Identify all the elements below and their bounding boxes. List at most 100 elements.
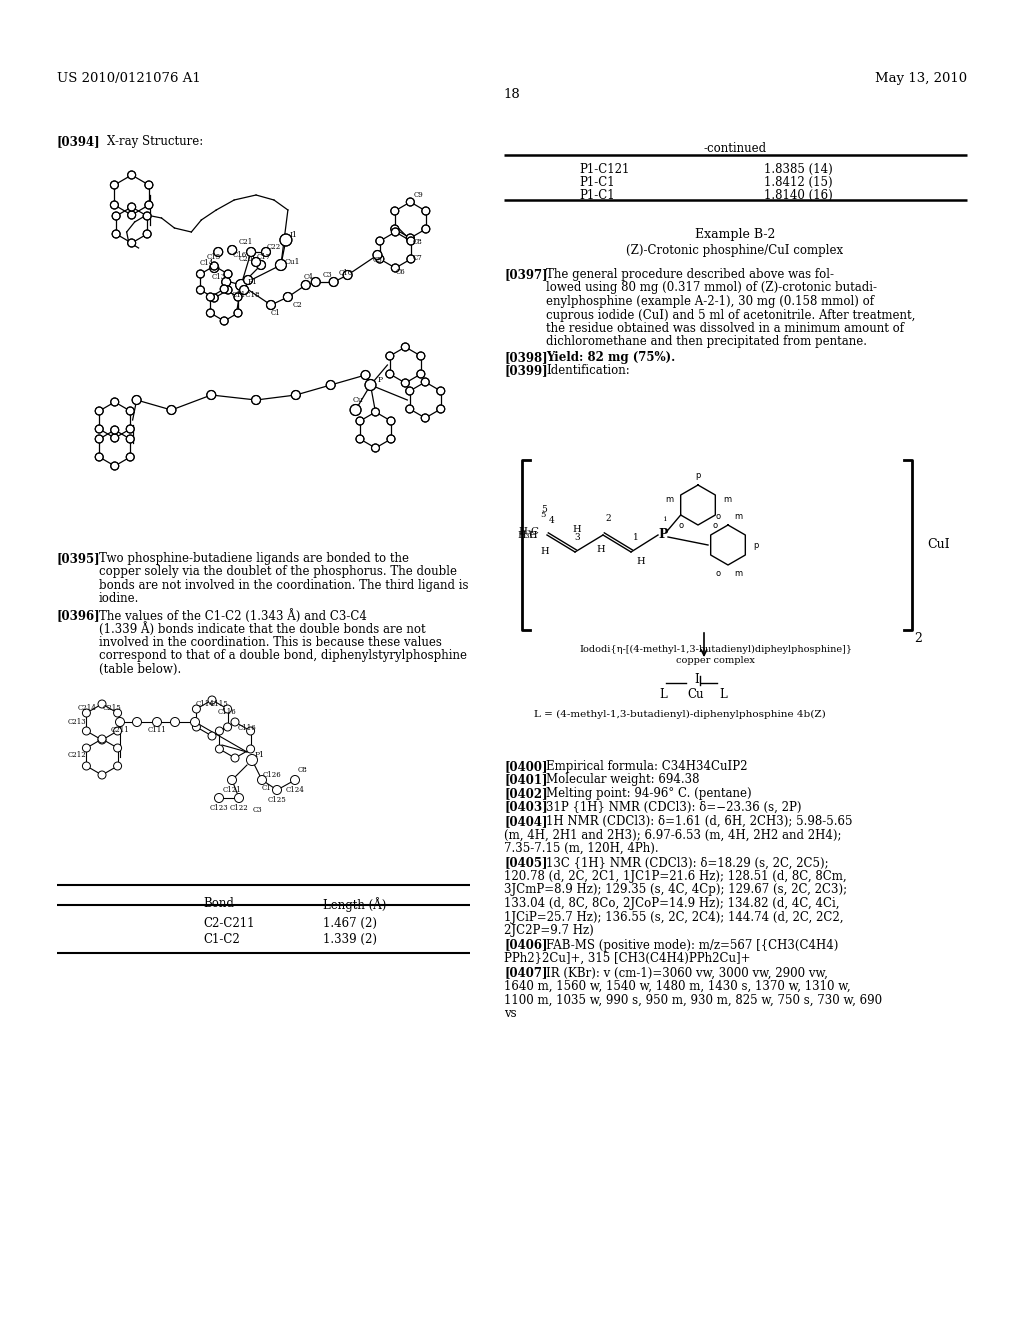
Text: I1: I1 [290,231,298,239]
Circle shape [114,727,122,735]
Circle shape [247,755,257,766]
Text: 18: 18 [504,88,520,102]
Circle shape [95,407,103,414]
Circle shape [190,718,200,726]
Circle shape [252,257,260,267]
Circle shape [145,181,153,189]
Text: involved in the coordination. This is because these values: involved in the coordination. This is be… [99,636,442,649]
Text: C15: C15 [207,253,221,261]
Circle shape [437,387,444,395]
Text: 1: 1 [633,533,639,543]
Circle shape [247,248,256,256]
Circle shape [95,436,103,444]
Text: H: H [541,546,549,556]
Circle shape [220,285,228,293]
Text: P1-C121: P1-C121 [579,162,630,176]
Text: The general procedure described above was fol-: The general procedure described above wa… [546,268,834,281]
Circle shape [261,248,270,256]
Circle shape [387,417,395,425]
Text: [0399]: [0399] [504,364,548,378]
Circle shape [223,705,231,713]
Text: P1-C1: P1-C1 [579,189,614,202]
Circle shape [82,709,90,717]
Text: P1: P1 [255,751,265,759]
Text: P: P [378,376,383,384]
Text: C211: C211 [111,726,129,734]
Circle shape [227,246,237,255]
Text: Molecular weight: 694.38: Molecular weight: 694.38 [546,774,699,787]
Text: copper complex: copper complex [676,656,755,665]
Text: H: H [597,545,605,554]
Text: 1640 m, 1560 w, 1540 w, 1480 m, 1430 s, 1370 w, 1310 w,: 1640 m, 1560 w, 1540 w, 1480 m, 1430 s, … [504,979,851,993]
Circle shape [236,280,247,290]
Circle shape [193,705,201,713]
Text: 5: 5 [540,511,546,519]
Circle shape [128,203,135,211]
Circle shape [197,271,205,279]
Text: correspond to that of a double bond, diphenylstyrylphosphine: correspond to that of a double bond, dip… [99,649,467,663]
Circle shape [329,277,338,286]
Text: C10: C10 [339,269,352,277]
Text: C214: C214 [78,704,96,711]
Text: C1: C1 [262,784,272,792]
Text: [0396]: [0396] [57,609,100,622]
Text: C2: C2 [293,301,303,309]
Text: [0402]: [0402] [504,787,548,800]
Text: dichloromethane and then precipitated from pentane.: dichloromethane and then precipitated fr… [546,335,867,348]
Circle shape [231,754,239,762]
Text: 1JCiP=25.7 Hz); 136.55 (s, 2C, 2C4); 144.74 (d, 2C, 2C2,: 1JCiP=25.7 Hz); 136.55 (s, 2C, 2C4); 144… [504,911,844,924]
Text: 1.8385 (14): 1.8385 (14) [764,162,833,176]
Circle shape [421,378,429,385]
Circle shape [361,371,370,380]
Circle shape [234,309,242,317]
Circle shape [372,444,380,451]
Circle shape [244,276,253,285]
Circle shape [387,436,395,444]
Circle shape [114,762,122,770]
Circle shape [386,370,394,378]
Circle shape [401,343,410,351]
Circle shape [111,201,119,209]
Circle shape [210,294,218,302]
Circle shape [406,405,414,413]
Text: X-ray Structure:: X-ray Structure: [106,135,203,148]
Circle shape [292,391,300,400]
Circle shape [407,255,415,263]
Text: C20: C20 [239,255,253,263]
Circle shape [373,251,382,260]
Circle shape [95,425,103,433]
Text: Bond: Bond [203,898,233,909]
Circle shape [114,709,122,717]
Text: cuprous iodide (CuI) and 5 ml of acetonitrile. After treatment,: cuprous iodide (CuI) and 5 ml of acetoni… [546,309,915,322]
Text: [0403]: [0403] [504,800,548,813]
Text: Example B-2: Example B-2 [695,228,775,242]
Text: 2JC2P=9.7 Hz): 2JC2P=9.7 Hz) [504,924,594,937]
Text: Melting point: 94-96° C. (pentane): Melting point: 94-96° C. (pentane) [546,787,752,800]
Circle shape [327,380,335,389]
Text: C111: C111 [147,726,166,734]
Text: iodine.: iodine. [99,593,139,606]
Circle shape [82,744,90,752]
Circle shape [391,207,398,215]
Circle shape [372,408,380,416]
Circle shape [407,238,415,246]
Text: 1100 m, 1035 w, 990 s, 950 m, 930 m, 825 w, 750 s, 730 w, 690: 1100 m, 1035 w, 990 s, 950 m, 930 m, 825… [504,994,882,1006]
Text: (Z)-Crotonic phosphine/CuI complex: (Z)-Crotonic phosphine/CuI complex [627,244,844,257]
Circle shape [208,696,216,704]
Text: -continued: -continued [703,143,767,154]
Text: C16: C16 [233,251,247,259]
Circle shape [252,396,260,404]
Text: Identification:: Identification: [546,364,630,378]
Circle shape [284,293,293,301]
Text: P1-C1: P1-C1 [579,176,614,189]
Text: The values of the C1-C2 (1.343 Å) and C3-C4: The values of the C1-C2 (1.343 Å) and C3… [99,609,367,623]
Text: Cu1: Cu1 [285,257,301,267]
Text: C3: C3 [252,807,262,814]
Text: [0406]: [0406] [504,939,548,952]
Circle shape [272,785,282,795]
Circle shape [126,425,134,433]
Text: bonds are not involved in the coordination. The third ligand is: bonds are not involved in the coordinati… [99,579,469,591]
Text: the residue obtained was dissolved in a minimum amount of: the residue obtained was dissolved in a … [546,322,904,335]
Text: C14: C14 [199,259,213,267]
Circle shape [193,723,201,731]
